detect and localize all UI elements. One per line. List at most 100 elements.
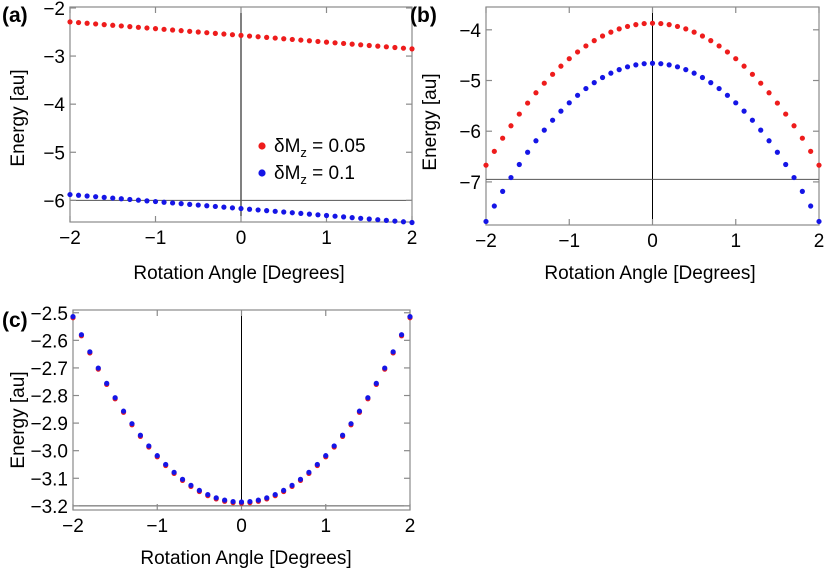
data-point-1-1-13 [591, 80, 597, 86]
data-point-0-0-29 [315, 38, 321, 45]
panel-b-ylabel: Energy [au] [420, 73, 441, 170]
data-point-0-0-30 [323, 39, 330, 45]
data-point-1-0-31 [741, 63, 747, 69]
data-point-2-1-18 [222, 497, 228, 503]
data-point-2-1-1 [78, 332, 85, 338]
panel-a-ylabel: Energy [au] [8, 69, 29, 166]
data-point-0-0-16 [204, 30, 210, 36]
data-point-0-1-12 [170, 200, 176, 206]
data-point-2-1-15 [196, 487, 202, 494]
data-point-1-0-14 [599, 33, 606, 39]
data-point-0-0-20 [238, 32, 244, 38]
plot-area-1: −2 −1 0 1 2 −4 −5 −6 −7 [459, 6, 824, 252]
data-point-0-1-31 [332, 213, 338, 219]
data-point-1-0-30 [733, 56, 739, 62]
data-point-2-1-37 [382, 365, 388, 371]
data-point-0-1-22 [255, 207, 261, 213]
data-point-2-1-24 [272, 491, 278, 498]
data-point-1-1-2 [500, 188, 506, 194]
data-point-0-0-13 [178, 28, 184, 34]
data-point-0-1-14 [187, 201, 193, 207]
data-point-2-1-3 [95, 365, 101, 371]
data-point-1-1-37 [791, 174, 797, 181]
data-point-1-1-21 [658, 61, 664, 67]
data-point-1-1-26 [699, 74, 706, 81]
panel-b: −2 −1 0 1 2 −4 −5 −6 −7 (b) Energy [au] Rotation… [410, 4, 824, 284]
data-point-1-1-30 [733, 100, 739, 106]
data-point-1-1-16 [616, 67, 622, 73]
data-point-0-1-26 [289, 210, 295, 216]
data-point-0-0-35 [366, 42, 372, 49]
data-point-0-0-21 [246, 33, 253, 39]
data-point-1-0-21 [658, 20, 664, 27]
data-point-2-1-25 [281, 487, 287, 494]
data-point-2-1-17 [213, 495, 219, 501]
legend-entry-0-sub: z [300, 145, 307, 160]
data-point-1-0-1 [491, 148, 497, 154]
data-point-0-1-37 [383, 217, 389, 223]
data-point-0-0-18 [221, 31, 227, 37]
legend-entry-1: δMz = 0.1 [274, 163, 355, 187]
data-point-2-1-26 [289, 482, 295, 488]
data-point-1-1-6 [533, 138, 539, 144]
data-point-2-1-6 [120, 408, 127, 414]
data-point-0-1-40 [409, 219, 415, 226]
x-tick-label-0-0: −2 [59, 228, 81, 249]
y-tick-label-2-7: −3.2 [30, 497, 68, 518]
data-point-0-1-35 [366, 216, 372, 222]
panel-b-xlabel: Rotation Angle [Degrees] [544, 263, 755, 284]
data-point-1-0-37 [791, 123, 797, 129]
data-point-2-1-4 [104, 380, 110, 386]
data-point-2-1-39 [398, 332, 405, 338]
data-point-1-0-9 [558, 63, 564, 69]
data-point-1-1-18 [633, 62, 639, 68]
data-point-1-0-5 [525, 100, 531, 106]
data-point-1-0-4 [516, 111, 522, 117]
data-point-1-0-10 [566, 56, 572, 62]
data-point-1-0-39 [808, 148, 814, 154]
data-point-1-1-31 [741, 108, 747, 114]
y-tick-label-2-3: −2.8 [30, 387, 68, 408]
data-point-1-0-40 [816, 162, 822, 168]
data-point-0-0-12 [170, 27, 176, 33]
data-point-2-1-8 [137, 432, 143, 438]
data-point-2-1-30 [323, 453, 329, 459]
series-2-1 [70, 314, 413, 505]
data-point-1-1-34 [766, 138, 772, 144]
data-point-0-1-1 [75, 192, 82, 198]
data-point-1-1-15 [608, 70, 614, 76]
data-point-1-0-0 [483, 162, 489, 168]
data-point-2-1-21 [247, 498, 253, 505]
y-tick-label-1-0: −4 [459, 21, 481, 42]
legend-entry-0-rest: = 0.05 [307, 136, 366, 157]
data-point-0-1-11 [161, 199, 167, 205]
data-point-2-1-14 [188, 482, 194, 488]
x-tick-label-1-2: 0 [647, 231, 658, 252]
data-point-0-0-3 [93, 21, 99, 27]
data-point-1-1-23 [674, 64, 681, 70]
data-point-2-1-5 [112, 395, 118, 401]
data-point-0-0-31 [332, 40, 338, 46]
data-point-1-0-17 [624, 23, 631, 30]
data-point-0-0-22 [255, 34, 261, 40]
legend-marker-0 [258, 142, 266, 150]
y-tick-label-0-3: −5 [43, 143, 65, 164]
data-point-2-1-35 [365, 395, 371, 401]
data-point-1-1-36 [783, 161, 789, 168]
data-point-1-0-24 [683, 26, 689, 32]
data-point-1-1-38 [799, 188, 805, 194]
data-point-1-1-22 [666, 62, 672, 68]
data-point-1-1-28 [716, 85, 722, 92]
data-point-0-0-6 [118, 23, 124, 29]
data-point-1-1-5 [525, 149, 531, 155]
data-point-1-0-34 [766, 90, 772, 96]
data-point-0-0-15 [195, 29, 201, 35]
x-tick-label-0-4: 2 [407, 228, 418, 249]
data-point-0-1-9 [144, 198, 150, 204]
data-point-0-0-11 [161, 26, 167, 32]
x-tick-label-2-2: 0 [236, 516, 247, 537]
data-point-0-1-0 [67, 191, 73, 198]
data-point-1-1-14 [599, 74, 606, 81]
data-point-0-0-38 [392, 44, 398, 51]
data-point-1-0-27 [708, 38, 714, 44]
